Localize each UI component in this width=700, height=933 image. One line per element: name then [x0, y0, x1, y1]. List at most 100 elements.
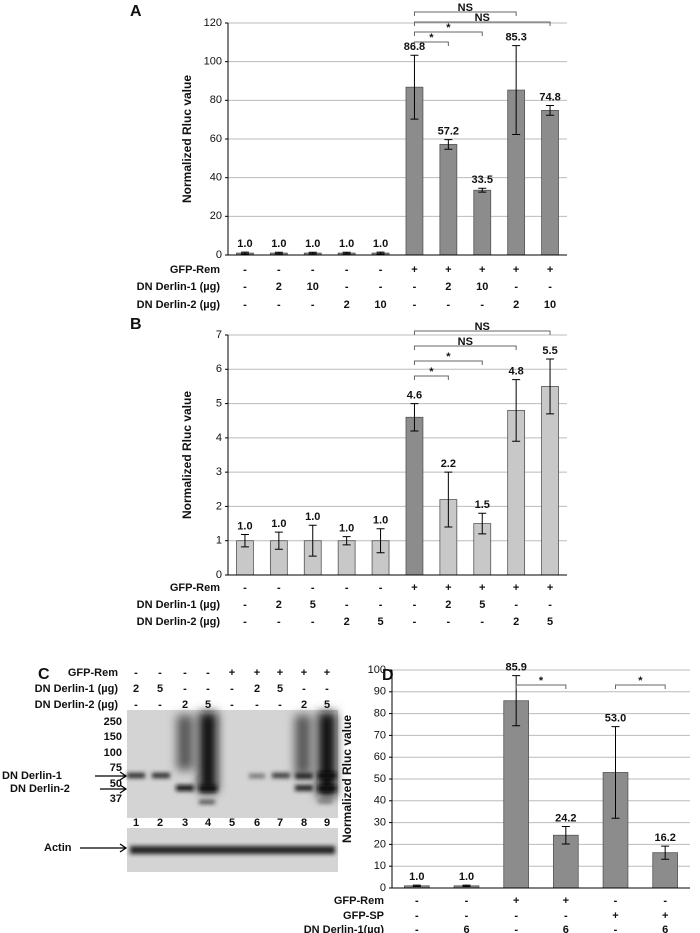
y-tick-label: 100: [204, 56, 222, 68]
condition-value: -: [465, 895, 469, 907]
value-label: 1.0: [237, 238, 252, 250]
significance-label: *: [429, 32, 434, 44]
condition-value: -: [413, 599, 417, 611]
condition-value: -: [447, 616, 451, 628]
condition-value: +: [445, 264, 451, 276]
value-label: 1.0: [305, 511, 320, 523]
bar: [503, 700, 529, 889]
condition-label: GFP-Rem: [334, 895, 384, 907]
condition-value: 2: [133, 683, 139, 695]
y-tick-label: 90: [374, 686, 386, 698]
condition-value: 5: [547, 616, 553, 628]
y-tick-label: 80: [374, 708, 386, 720]
condition-value: 5: [377, 616, 383, 628]
error-bar: [512, 675, 521, 727]
condition-label: DN Derlin-1 (µg): [137, 599, 221, 611]
condition-value: -: [277, 582, 281, 594]
lane-number: 3: [182, 817, 188, 829]
error-bar: [342, 536, 351, 546]
y-tick-label: 4: [216, 432, 222, 444]
condition-label: DN Derlin-1(µg): [304, 924, 385, 933]
condition-value: -: [480, 616, 484, 628]
significance-label: *: [539, 675, 544, 687]
condition-value: -: [413, 616, 417, 628]
condition-value: -: [465, 910, 469, 922]
condition-value: -: [379, 264, 383, 276]
condition-value: -: [230, 699, 234, 711]
error-bar: [308, 251, 317, 255]
condition-value: -: [514, 924, 518, 933]
condition-value: -: [311, 299, 315, 311]
error-bar: [512, 379, 521, 442]
error-bar: [376, 528, 385, 554]
condition-value: +: [324, 667, 330, 679]
value-label: 85.9: [505, 662, 526, 674]
loading-control-label: Actin: [44, 842, 72, 854]
panel-letter: C: [38, 666, 50, 683]
value-label: 1.0: [373, 238, 388, 250]
condition-value: +: [479, 582, 485, 594]
condition-value: 10: [476, 281, 488, 293]
condition-value: -: [514, 599, 518, 611]
error-bar: [444, 139, 453, 150]
condition-value: +: [662, 910, 668, 922]
y-tick-label: 20: [374, 838, 386, 850]
error-bar: [661, 845, 670, 860]
condition-value: -: [379, 599, 383, 611]
y-axis-label: Normalized Rluc value: [340, 715, 354, 843]
significance-bracket: [413, 11, 517, 16]
value-label: 1.0: [271, 238, 286, 250]
condition-value: -: [183, 683, 187, 695]
y-tick-label: 0: [216, 569, 222, 581]
condition-value: +: [277, 667, 283, 679]
y-tick-label: 6: [216, 363, 222, 375]
error-bar: [376, 251, 385, 255]
lane-number: 4: [205, 817, 212, 829]
error-bar: [561, 826, 570, 845]
value-label: 5.5: [542, 345, 557, 357]
condition-value: 2: [182, 699, 188, 711]
condition-value: 6: [563, 924, 569, 933]
condition-value: 5: [479, 599, 485, 611]
condition-value: 10: [307, 281, 319, 293]
y-tick-label: 120: [204, 17, 222, 29]
condition-value: -: [614, 924, 618, 933]
condition-value: -: [243, 299, 247, 311]
significance-bracket: [413, 330, 551, 335]
y-tick-label: 70: [374, 729, 386, 741]
y-tick-label: 0: [380, 882, 386, 894]
value-label: 4.6: [407, 389, 422, 401]
y-tick-label: 40: [374, 795, 386, 807]
significance-label: *: [446, 22, 451, 34]
condition-value: -: [345, 582, 349, 594]
condition-label: DN Derlin-2 (µg): [137, 616, 221, 628]
significance-bracket: [413, 345, 517, 350]
value-label: 85.3: [505, 32, 526, 44]
condition-value: 2: [301, 699, 307, 711]
error-bar: [611, 726, 620, 819]
significance-bracket: [413, 360, 483, 365]
bar: [337, 540, 356, 576]
condition-value: -: [183, 667, 187, 679]
size-marker: 50: [110, 778, 122, 790]
size-marker: 100: [104, 747, 122, 759]
lane-number: 9: [324, 817, 330, 829]
y-tick-label: 60: [210, 133, 222, 145]
condition-value: -: [243, 616, 247, 628]
size-marker: 75: [110, 762, 122, 774]
error-bar: [478, 187, 487, 193]
condition-label: GFP-Rem: [170, 582, 220, 594]
condition-value: -: [277, 299, 281, 311]
y-tick-label: 80: [210, 94, 222, 106]
bar: [405, 416, 424, 576]
condition-label: DN Derlin-2 (µg): [137, 299, 221, 311]
lane-number: 8: [301, 817, 307, 829]
condition-value: -: [379, 582, 383, 594]
bar: [541, 386, 559, 576]
y-tick-label: 5: [216, 397, 222, 409]
condition-value: -: [311, 264, 315, 276]
y-tick-label: 50: [374, 773, 386, 785]
value-label: 1.0: [339, 238, 354, 250]
value-label: 1.0: [409, 871, 424, 883]
error-bar: [274, 531, 283, 550]
